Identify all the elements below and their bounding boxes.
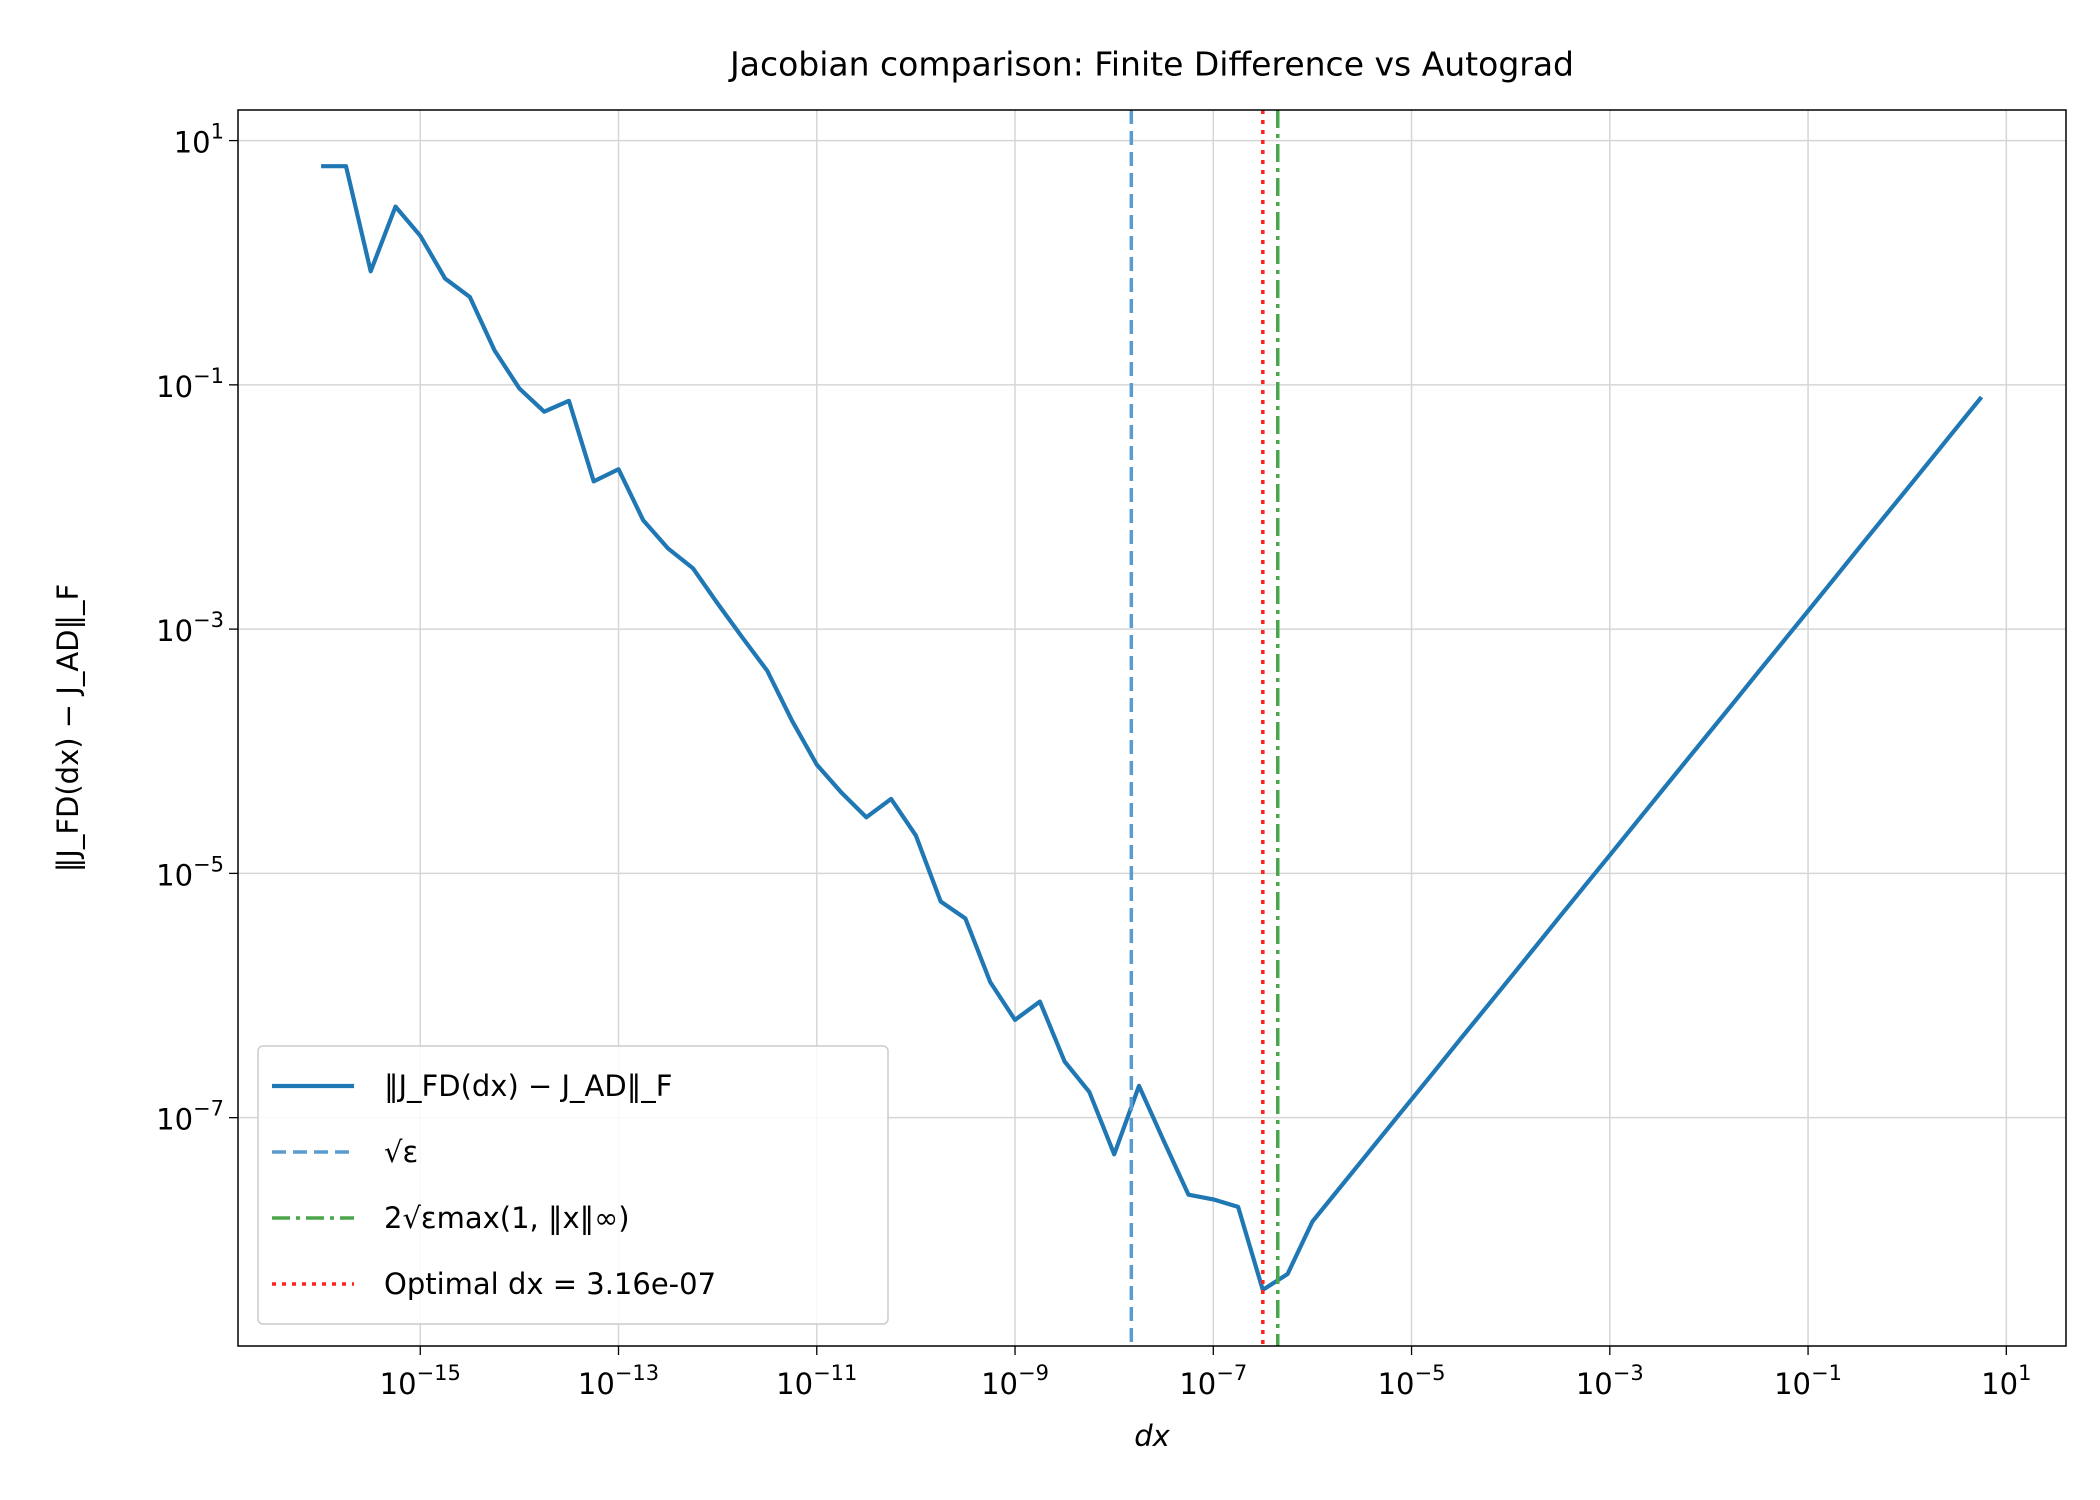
x-tick-label: 10−11 — [776, 1361, 857, 1401]
legend-label: ‖J_FD(dx) − J_AD‖_F — [384, 1069, 672, 1103]
x-tick-label: 10−7 — [1179, 1361, 1247, 1401]
x-tick-label: 10−13 — [578, 1361, 659, 1401]
x-tick-label: 10−9 — [981, 1361, 1049, 1401]
legend: ‖J_FD(dx) − J_AD‖_F √ε 2√εmax(1, ‖x‖∞) Opti… — [257, 1045, 889, 1325]
chart-title: Jacobian comparison: Finite Difference v… — [728, 45, 1574, 84]
x-tick-label: 10−5 — [1378, 1361, 1446, 1401]
y-tick-label: 10−5 — [156, 852, 224, 892]
legend-label: 2√εmax(1, ‖x‖∞) — [384, 1201, 630, 1235]
data-line — [321, 164, 1984, 1292]
y-tick-label: 10−3 — [156, 608, 224, 648]
y-tick-label: 101 — [174, 120, 224, 160]
plot-frame — [237, 109, 2067, 1347]
y-axis-label: ‖J_FD(dx) − J_AD‖_F — [51, 584, 85, 872]
y-tick-label: 10−7 — [156, 1097, 224, 1137]
legend-label: Optimal dx = 3.16e-07 — [384, 1267, 716, 1301]
legend-label: √ε — [384, 1135, 418, 1169]
x-axis-label: dx — [1134, 1419, 1170, 1453]
x-tick-label: 10−1 — [1774, 1361, 1842, 1401]
y-tick-label: 10−1 — [156, 364, 224, 404]
legend-box — [257, 1045, 889, 1325]
x-tick-label: 10−3 — [1576, 1361, 1644, 1401]
x-tick-label: 101 — [1981, 1361, 2031, 1401]
x-tick-label: 10−15 — [380, 1361, 461, 1401]
